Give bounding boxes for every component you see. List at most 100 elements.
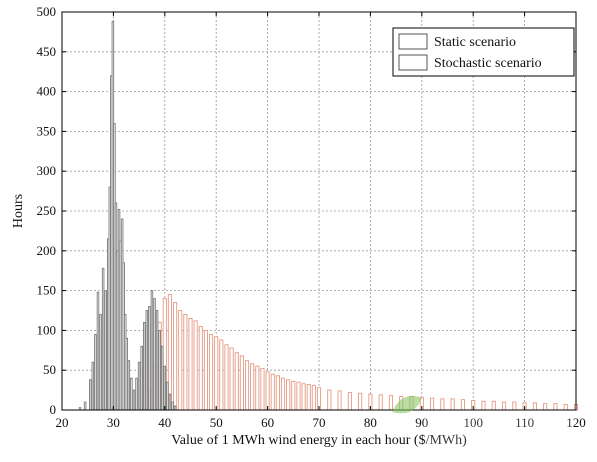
bar <box>224 344 229 411</box>
bar <box>104 290 107 411</box>
y-tick-label: 0 <box>50 402 57 417</box>
bar <box>255 365 260 411</box>
y-axis-title: Hours <box>11 194 26 228</box>
bar <box>89 379 92 411</box>
y-tick-label: 200 <box>37 243 57 258</box>
bar <box>543 403 548 411</box>
bar <box>203 329 208 411</box>
bar <box>150 290 154 411</box>
y-tick-label: 100 <box>37 322 57 337</box>
y-tick-label: 50 <box>43 362 56 377</box>
bar <box>244 360 250 411</box>
x-tick-label: 120 <box>566 415 586 430</box>
bar <box>440 398 445 411</box>
x-axis-title: Value of 1 MWh wind energy in each hour … <box>171 433 467 448</box>
bar <box>153 298 156 411</box>
bar <box>311 384 316 411</box>
bar <box>163 365 167 411</box>
bar <box>270 373 275 411</box>
bar <box>137 361 141 411</box>
bar <box>135 377 138 411</box>
bar <box>296 381 301 411</box>
bar <box>91 361 95 411</box>
legend-label-static: Static scenario <box>434 35 516 50</box>
bar <box>234 352 239 411</box>
bar <box>378 394 383 411</box>
x-tick-label: 70 <box>313 415 326 430</box>
bar <box>337 390 342 411</box>
bar <box>481 400 486 411</box>
x-tick-label: 100 <box>463 415 483 430</box>
bar <box>563 403 568 411</box>
bar <box>388 395 394 411</box>
bar <box>229 347 234 411</box>
bar <box>450 398 455 411</box>
bar <box>101 267 105 411</box>
y-tick-label: 350 <box>37 123 57 138</box>
bar <box>148 306 151 411</box>
x-tick-label: 80 <box>364 415 377 430</box>
bar <box>155 310 159 411</box>
bar <box>167 294 172 411</box>
bar <box>250 363 255 411</box>
bar <box>260 368 265 411</box>
bar <box>173 405 177 411</box>
y-tick-label: 250 <box>37 203 57 218</box>
y-tick-label: 500 <box>37 4 57 19</box>
bar <box>132 389 136 411</box>
bar <box>198 325 203 411</box>
bar <box>125 337 129 411</box>
bar <box>358 392 363 411</box>
bar <box>209 333 214 411</box>
bar <box>512 401 517 411</box>
x-tick-label: 110 <box>515 415 534 430</box>
bar <box>460 399 465 411</box>
bar <box>166 381 169 411</box>
bar <box>275 375 280 411</box>
bar <box>158 329 161 411</box>
bar <box>99 314 102 411</box>
bar <box>127 360 131 411</box>
bar <box>291 380 296 411</box>
bar <box>160 345 164 411</box>
x-tick-label: 50 <box>210 415 223 430</box>
legend: Static scenario Stochastic scenario <box>392 27 575 77</box>
x-tick-label: 20 <box>56 415 69 430</box>
bar <box>171 401 174 411</box>
bar <box>193 320 198 411</box>
bar <box>265 371 270 411</box>
bar <box>145 310 149 411</box>
bar <box>491 400 496 411</box>
bar <box>140 345 143 411</box>
legend-swatch-stochastic <box>398 54 428 71</box>
bar <box>130 377 133 411</box>
bar <box>214 336 219 411</box>
bar <box>142 321 146 411</box>
bar <box>286 379 291 411</box>
bar <box>188 318 193 411</box>
bar <box>553 403 558 411</box>
y-tick-label: 450 <box>37 44 57 59</box>
bar <box>280 377 286 411</box>
bar <box>168 393 172 411</box>
x-axis-ticks: 20 30 40 50 60 70 80 90 100 110 120 <box>56 12 586 430</box>
y-axis-ticks: 0 50 100 150 200 250 300 350 400 450 500 <box>37 4 576 417</box>
y-tick-label: 150 <box>37 283 57 298</box>
bar <box>173 302 178 411</box>
watermark-logo <box>392 395 574 444</box>
x-tick-label: 60 <box>261 415 274 430</box>
bar <box>430 397 435 411</box>
legend-label-stochastic: Stochastic scenario <box>434 56 542 71</box>
bar <box>301 383 306 411</box>
bar <box>183 314 188 411</box>
bar <box>83 401 87 411</box>
bar <box>306 384 311 411</box>
y-tick-label: 400 <box>37 84 57 99</box>
watermark-band <box>424 414 574 444</box>
bar <box>94 333 97 411</box>
bar <box>96 291 100 411</box>
bar <box>239 355 244 411</box>
watermark-leaf-icon <box>392 395 422 414</box>
bar <box>178 310 183 411</box>
